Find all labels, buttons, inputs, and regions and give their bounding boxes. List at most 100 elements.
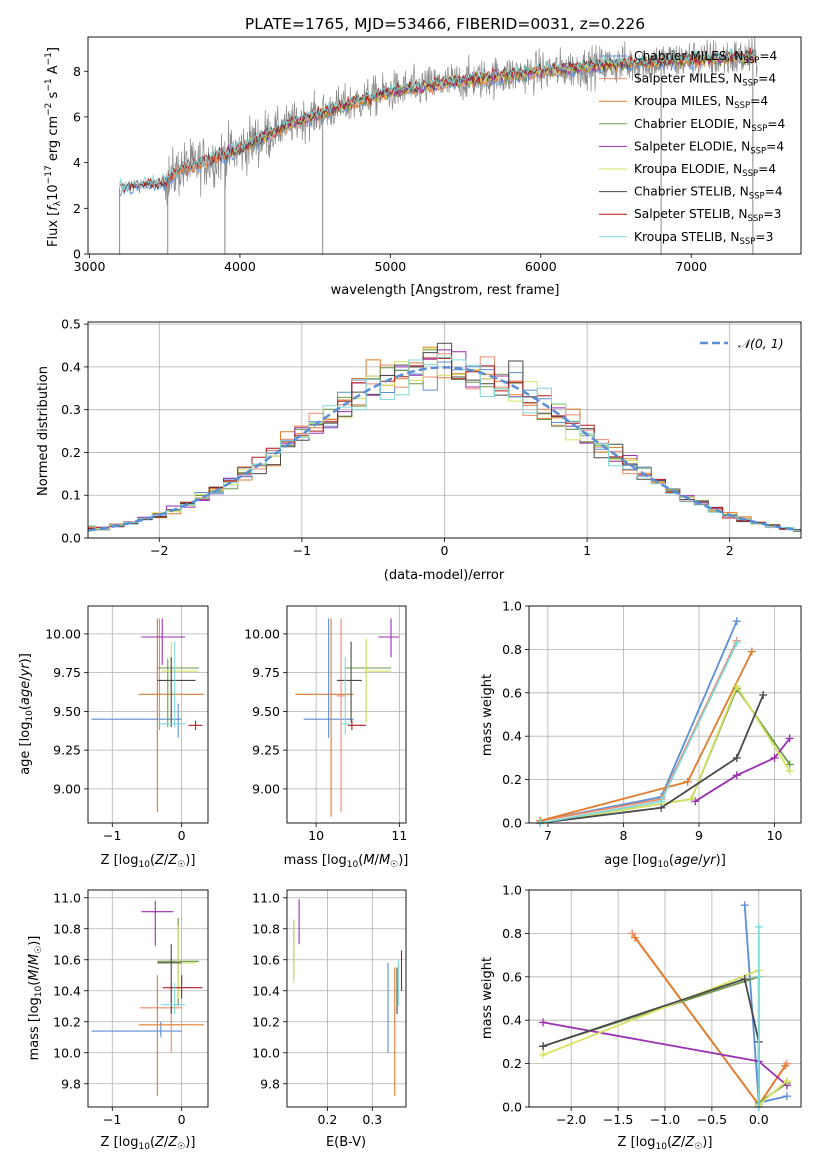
weight-line-kroupa_miles [634, 937, 786, 1107]
weight_vs_age-axes: 7 8 9 10 0.0 0.2 0.4 0.6 0.8 1.0 [502, 599, 802, 843]
weight_vs_Z-lines [539, 901, 791, 1111]
legend-label: Kroupa STELIB, NSSP=3 [634, 230, 773, 247]
x-tick-label: 0.2 [317, 1112, 337, 1127]
spectrum-axes: 3000 4000 5000 6000 7000 0 2 4 6 8 Chabrier MILES,… [73, 36, 802, 274]
x-tick-label: 11 [391, 828, 407, 843]
x-tick-label: −1 [103, 1112, 121, 1127]
mass-ebv-xlabel: E(B-V) [326, 1135, 366, 1150]
age_vs_Z-frame [87, 605, 209, 824]
weight_vs_Z-frame [528, 889, 802, 1108]
weight-age-ylabel: mass weight [480, 674, 495, 756]
legend-label: Kroupa MILES, NSSP=4 [634, 94, 768, 111]
age-z-xlabel: Z [log10(Z/Z☉)] [101, 853, 196, 870]
residuals-axes: −2 −1 0 1 2 0.0 0.1 0.2 0.3 0.4 0.5 𝒩(0, 1) [61, 317, 802, 558]
x-tick-label: −1 [293, 543, 311, 558]
y-tick-label: 9.25 [53, 743, 81, 758]
weight-line-salpeter_elodie [694, 737, 791, 803]
x-tick-label: 0 [178, 1112, 186, 1127]
y-tick-label: 9.75 [252, 665, 280, 680]
mass_vs_Z-points [91, 900, 204, 1097]
y-tick-label: 0.6 [502, 969, 522, 984]
y-tick-label: 10.0 [252, 1045, 280, 1060]
y-tick-label: 10.4 [53, 983, 81, 998]
spectrum-legend: Chabrier MILES, NSSP=4 Salpeter MILES, NS… [599, 49, 786, 247]
legend-label: Salpeter ELODIE, NSSP=4 [634, 139, 784, 156]
y-tick-label: 0.1 [61, 488, 81, 503]
y-tick-label: 0.2 [61, 445, 81, 460]
x-tick-label: −1 [103, 828, 121, 843]
y-tick-label: 9.00 [252, 781, 280, 796]
age_vs_Z-axes: −1 0 9.00 9.25 9.50 9.75 10.00 [45, 605, 209, 843]
hist-kroupa_stelib [88, 356, 801, 532]
weight-line-salpeter_miles [631, 932, 788, 1107]
y-tick-label: 0.2 [502, 772, 522, 787]
x-tick-label: −2.0 [556, 1112, 586, 1127]
weight_vs_age-lines [536, 617, 794, 827]
legend-label: Salpeter MILES, NSSP=4 [634, 72, 776, 89]
y-tick-label: 0.4 [502, 729, 522, 744]
x-tick-label: 6000 [525, 259, 557, 274]
x-tick-label: −1.0 [650, 1112, 680, 1127]
y-tick-label: 2 [73, 201, 81, 216]
y-tick-label: 0.8 [502, 926, 522, 941]
mass_vs_ebv-axes: 0.2 0.3 9.8 10.0 10.2 10.4 10.6 10.8 11.0 [252, 889, 407, 1127]
y-tick-label: 0.0 [502, 816, 522, 831]
y-tick-label: 10.00 [45, 626, 81, 641]
legend-label: Salpeter STELIB, NSSP=3 [634, 207, 781, 224]
age-ylabel: age [log10(age/yr)] [18, 653, 35, 775]
mass-z-xlabel: Z [log10(Z/Z☉)] [101, 1135, 196, 1152]
x-tick-label: 0.3 [362, 1112, 382, 1127]
x-tick-label: 8 [619, 828, 627, 843]
y-tick-label: 4 [73, 155, 81, 170]
legend-label: 𝒩(0, 1) [738, 336, 784, 351]
spectrum-ylabel: Flux [fλ10−17 erg cm−2 s−1 A−1] [44, 47, 63, 247]
y-tick-label: 8 [73, 64, 81, 79]
y-tick-label: 0.6 [502, 685, 522, 700]
y-tick-label: 10.4 [252, 983, 280, 998]
legend-label: Kroupa ELODIE, NSSP=4 [634, 162, 776, 179]
weight-line-chabrier_miles [540, 620, 738, 822]
y-tick-label: 9.25 [252, 743, 280, 758]
x-tick-label: 3000 [74, 259, 106, 274]
spectrum-xlabel: wavelength [Angstrom, rest frame] [331, 283, 560, 298]
y-tick-label: 9.8 [61, 1076, 81, 1091]
mass_vs_ebv-points [293, 899, 403, 1097]
age_vs_mass-points [295, 618, 400, 817]
legend-label: Chabrier STELIB, NSSP=4 [634, 185, 783, 202]
y-tick-label: 9.8 [260, 1076, 280, 1091]
x-tick-label: 4000 [224, 259, 256, 274]
mass_vs_Z-axes: −1 0 9.8 10.0 10.2 10.4 10.6 10.8 11.0 [53, 889, 209, 1127]
y-tick-label: 11.0 [53, 890, 81, 905]
y-tick-label: 10.6 [252, 952, 280, 967]
x-tick-label: −0.5 [697, 1112, 727, 1127]
y-tick-label: 0.8 [502, 642, 522, 657]
weight-age-xlabel: age [log10(age/yr)] [604, 853, 726, 870]
age_vs_Z-points [91, 618, 204, 813]
age_vs_mass-frame [286, 605, 407, 824]
weight-z-xlabel: Z [log10(Z/Z☉)] [618, 1135, 713, 1152]
x-tick-label: 0 [178, 828, 186, 843]
x-tick-label: 10 [308, 828, 324, 843]
age_vs_mass-axes: 10 11 9.00 9.25 9.50 9.75 10.00 [244, 605, 407, 843]
weight-line-chabrier_stelib [540, 694, 765, 824]
y-tick-label: 9.50 [252, 704, 280, 719]
weight_vs_Z-axes: −2.0 −1.5 −1.0 −0.5 0.0 0.0 0.2 0.4 0.6 0.8 1.0 [502, 883, 802, 1127]
y-tick-label: 1.0 [502, 599, 522, 614]
x-tick-label: 10 [767, 828, 783, 843]
y-tick-label: 10.2 [252, 1014, 280, 1029]
x-tick-label: 7 [544, 828, 552, 843]
x-tick-label: 2 [726, 543, 734, 558]
weight_vs_age-frame [528, 605, 802, 824]
y-tick-label: 0 [73, 247, 81, 262]
x-tick-label: 9 [695, 828, 703, 843]
residuals-frame [87, 321, 802, 539]
x-tick-label: 1 [583, 543, 591, 558]
spectrum-title: PLATE=1765, MJD=53466, FIBERID=0031, z=0… [245, 15, 645, 33]
mass_vs_ebv-frame [286, 889, 407, 1108]
weight-line-kroupa_stelib [540, 642, 738, 824]
weight-line-kroupa_elodie [540, 684, 791, 824]
residual-legend: 𝒩(0, 1) [700, 336, 784, 351]
x-tick-label: 7000 [675, 259, 707, 274]
